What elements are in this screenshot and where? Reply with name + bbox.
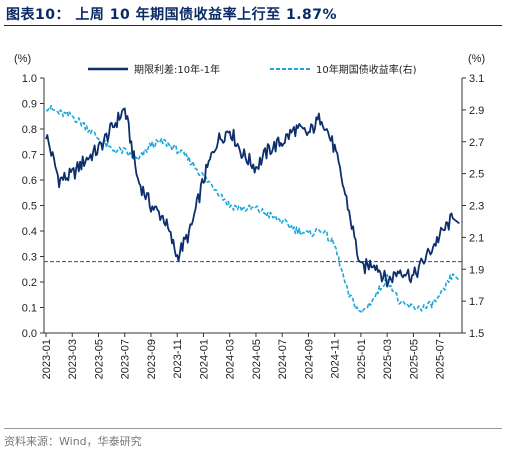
y-tick-label-left: 0.5 (22, 201, 37, 213)
y-tick-label-right: 2.7 (469, 137, 484, 149)
series-10y-yield-line (45, 104, 460, 314)
x-tick-label: 2025-05 (408, 339, 420, 379)
y-tick-label-right: 2.3 (469, 201, 484, 213)
y-tick-label-right: 2.9 (469, 105, 484, 117)
x-tick-label: 2024-07 (277, 339, 289, 379)
y-unit-right: (%) (468, 53, 485, 65)
y-tick-label-right: 3.1 (469, 73, 484, 85)
x-tick-label: 2023-11 (172, 339, 184, 379)
y-tick-label-left: 0.3 (22, 252, 37, 264)
source-divider (4, 428, 502, 429)
x-tick-label: 2024-09 (303, 339, 315, 379)
y-tick-label-right: 1.5 (469, 328, 484, 340)
legend-label-10y-yield: 10年期国债收益率(右) (316, 63, 417, 76)
x-tick-label: 2023-09 (146, 339, 158, 379)
y-tick-label-left: 0.4 (22, 226, 37, 238)
y-tick-label-right: 1.9 (469, 264, 484, 276)
x-tick-label: 2024-03 (225, 339, 237, 379)
series-term-spread-line (45, 107, 460, 288)
x-tick-label: 2025-03 (382, 339, 394, 379)
y-unit-left: (%) (14, 53, 31, 65)
x-tick-label: 2024-05 (251, 339, 263, 379)
x-tick-label: 2023-01 (41, 339, 53, 379)
x-tick-label: 2023-05 (93, 339, 105, 379)
y-tick-label-right: 2.5 (469, 169, 484, 181)
y-tick-label-left: 0.9 (22, 99, 37, 111)
y-tick-label-left: 0.8 (22, 124, 37, 136)
chart-title: 图表10： 上周 10 年期国债收益率上行至 1.87% (6, 7, 338, 23)
x-tick-label: 2023-03 (67, 339, 79, 379)
y-tick-label-right: 2.1 (469, 232, 484, 244)
y-tick-label-left: 1.0 (22, 73, 37, 85)
y-tick-label-left: 0.2 (22, 277, 37, 289)
x-tick-label: 2025-07 (435, 339, 447, 379)
title-divider (4, 25, 502, 26)
y-tick-label-left: 0.0 (22, 328, 37, 340)
y-tick-label-right: 1.7 (469, 296, 484, 308)
x-tick-label: 2025-01 (356, 339, 368, 379)
source-note: 资料来源：Wind，华泰研究 (4, 435, 142, 448)
x-tick-label: 2024-11 (330, 339, 342, 379)
x-tick-label: 2024-01 (198, 339, 210, 379)
y-tick-label-left: 0.6 (22, 175, 37, 187)
x-tick-label: 2023-07 (120, 339, 132, 379)
legend-label-term-spread: 期限利差:10年-1年 (134, 63, 220, 76)
y-tick-label-left: 0.1 (22, 303, 37, 315)
line-chart: (%) (%) 0.0 0.1 0.2 0.3 0.4 0.5 0.6 0.7 0.8 0.9 1.0 1… (14, 53, 485, 379)
y-tick-label-left: 0.7 (22, 150, 37, 162)
